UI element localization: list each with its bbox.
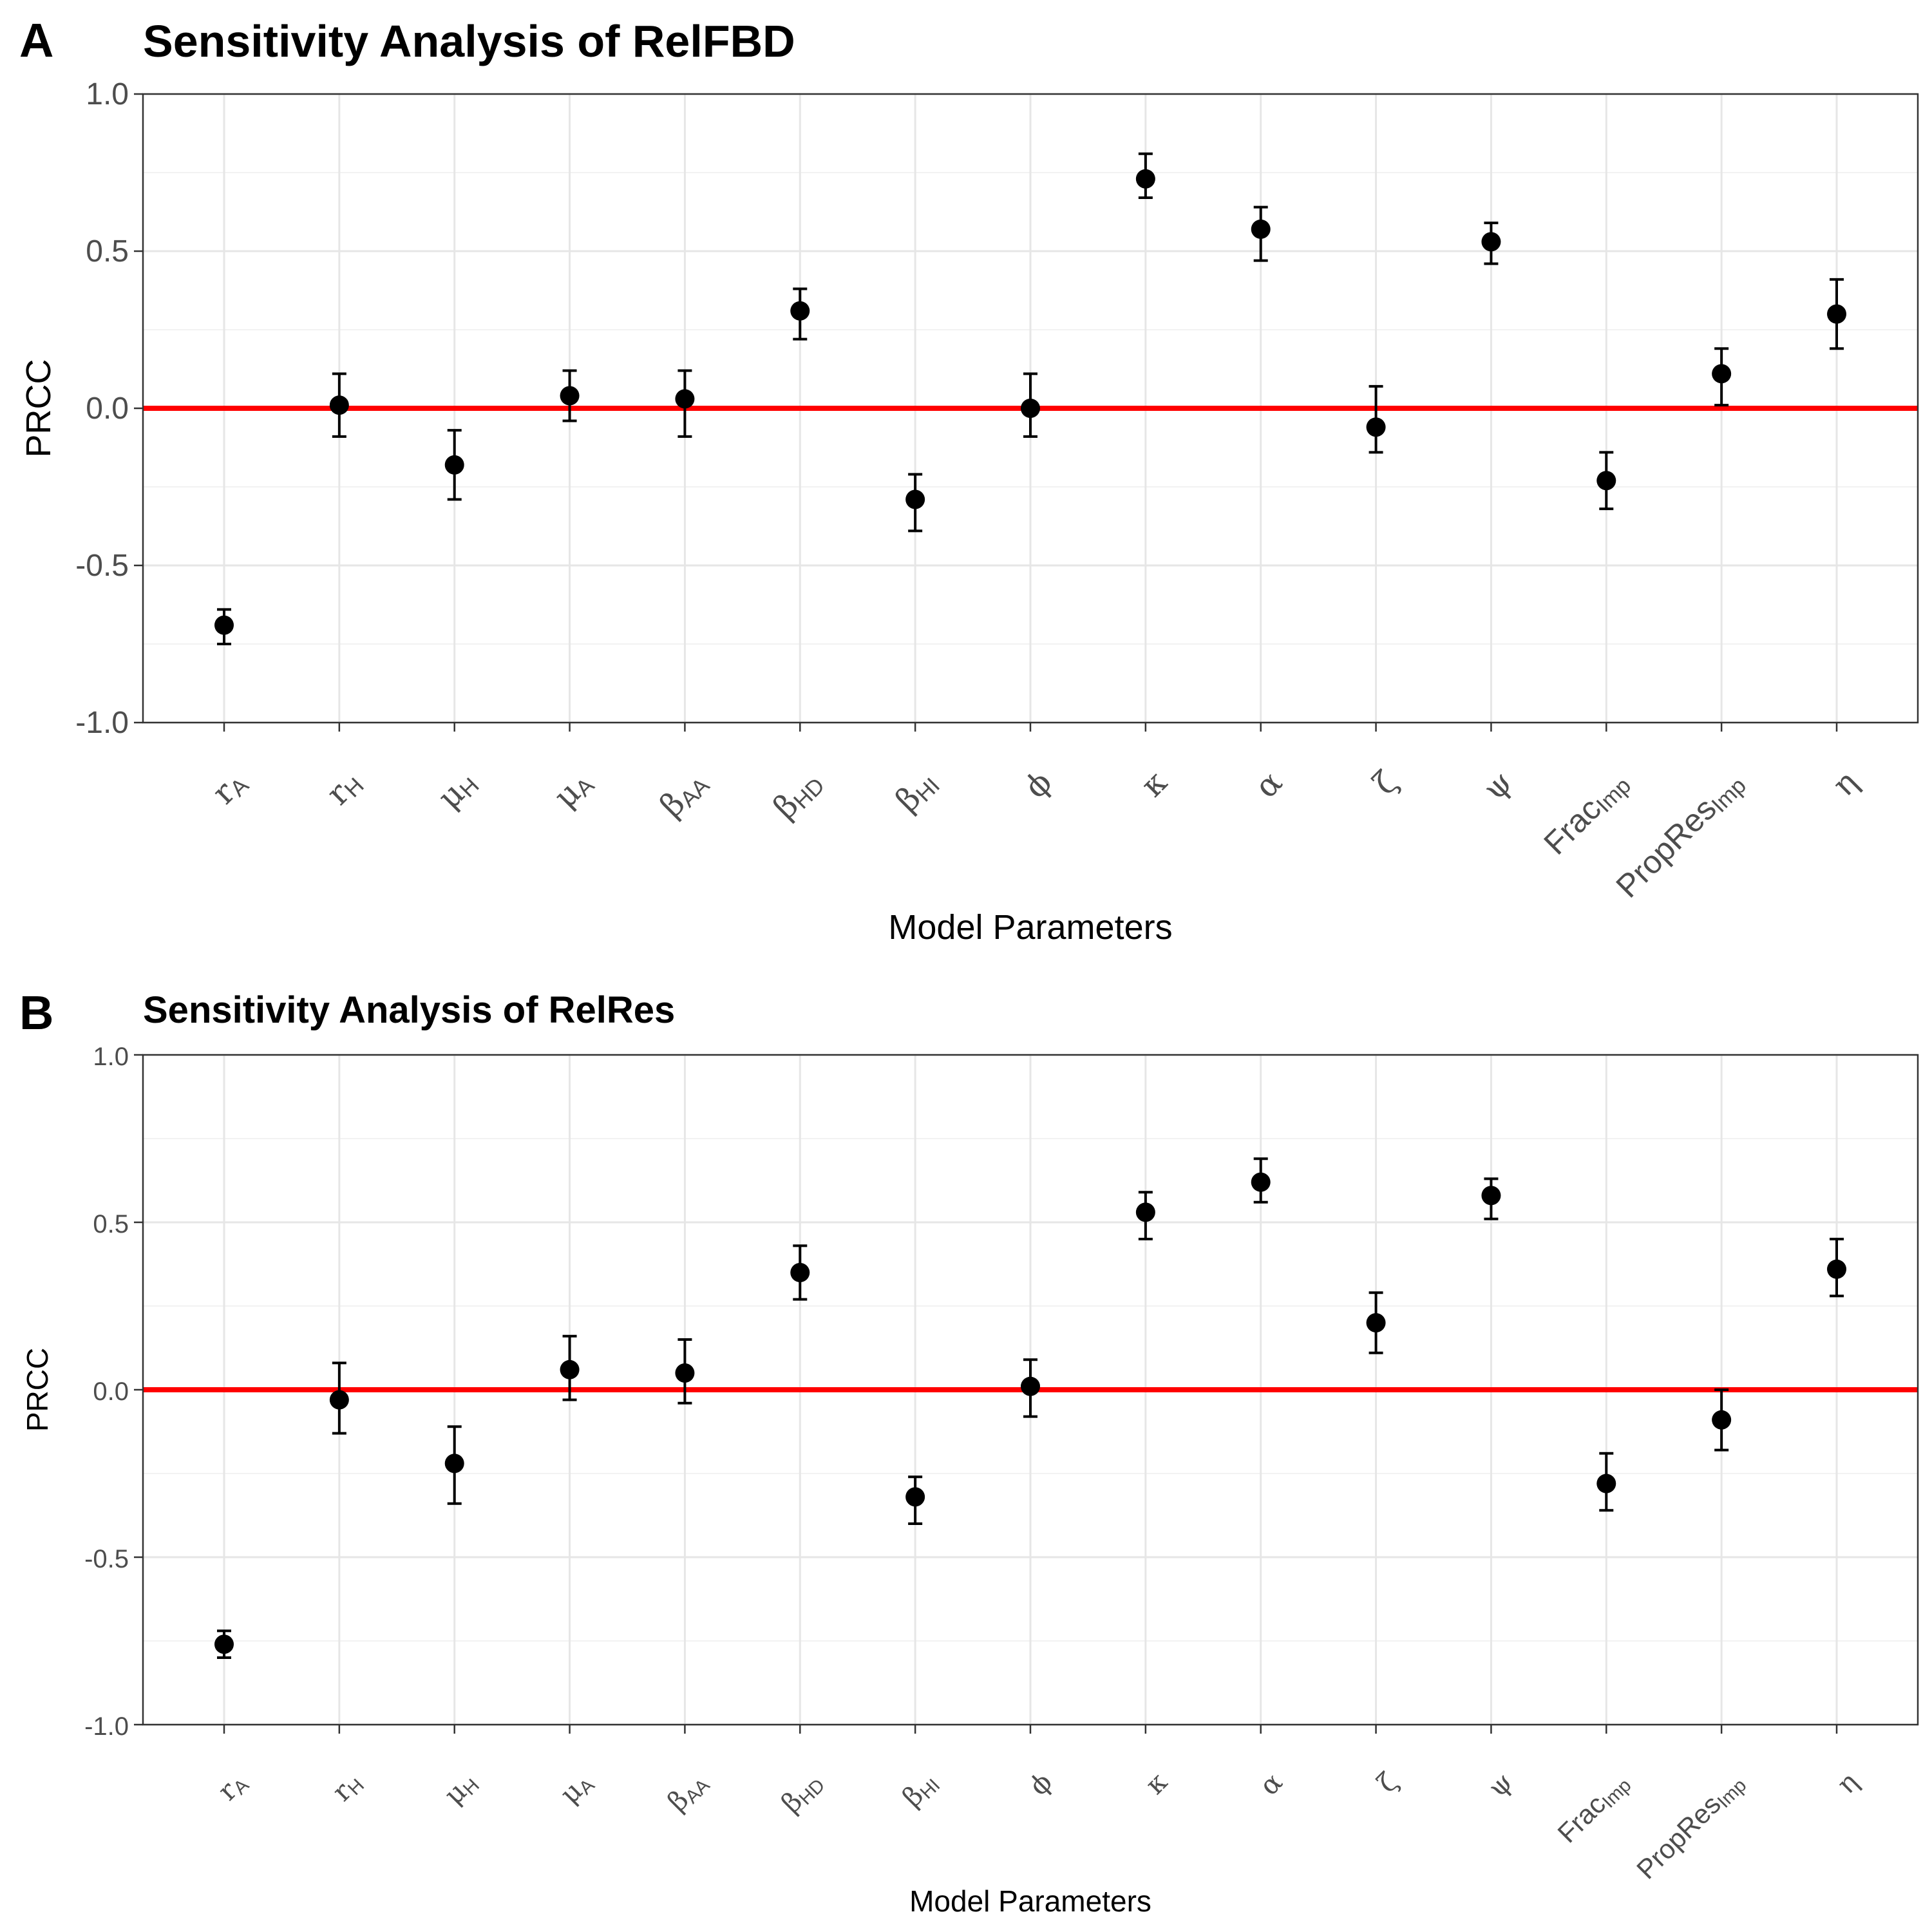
y-tick-label: -1.0	[84, 1712, 129, 1741]
data-point	[1021, 1376, 1040, 1396]
x-tick-label: PropResImp	[1609, 764, 1752, 906]
data-point	[675, 389, 695, 409]
chart-title-a: Sensitivity Analysis of RelFBD	[143, 16, 795, 66]
y-tick-label: 1.0	[86, 77, 129, 111]
x-tick-label-base: α	[1247, 763, 1289, 805]
y-axis-label: PRCC	[21, 1348, 54, 1432]
data-point	[1366, 1313, 1386, 1332]
data-point	[1135, 169, 1155, 189]
x-tick-label: κ	[1133, 763, 1174, 804]
x-tick-label-base: α	[1253, 1766, 1289, 1801]
x-tick-label: α	[1247, 763, 1289, 805]
x-tick-label: α	[1253, 1766, 1289, 1801]
data-point	[1712, 364, 1732, 384]
data-point	[1251, 1172, 1271, 1192]
x-tick-label: βAA	[661, 1766, 714, 1819]
x-tick-label: η	[1831, 1766, 1864, 1799]
x-tick-label-base: PropRes	[1631, 1789, 1727, 1885]
x-tick-label: βAA	[652, 763, 714, 825]
panel-letter-b: B	[19, 986, 53, 1039]
x-tick-label: rH	[326, 1766, 368, 1808]
data-point	[329, 395, 349, 415]
data-point	[790, 301, 810, 321]
y-tick-label: -0.5	[84, 1545, 129, 1573]
data-point	[560, 386, 580, 406]
x-axis-label: Model Parameters	[888, 908, 1172, 947]
x-tick-label-base: ζ	[1366, 763, 1405, 802]
x-tick-label: PropResImp	[1631, 1766, 1750, 1886]
data-point	[214, 1634, 234, 1654]
x-tick-label: μA	[554, 1766, 599, 1811]
x-tick-label: μH	[438, 1766, 484, 1812]
y-tick-label: -1.0	[75, 706, 129, 740]
y-tick-label: 0.0	[86, 392, 129, 426]
x-tick-label: rH	[319, 763, 369, 813]
data-point	[560, 1359, 580, 1379]
x-tick-label-base: κ	[1133, 763, 1174, 804]
x-tick-label: ϕ	[1017, 763, 1059, 805]
x-tick-label: μH	[430, 763, 484, 817]
x-tick-label: rA	[211, 1766, 253, 1808]
data-point	[444, 455, 464, 475]
y-tick-label: 0.5	[86, 234, 129, 269]
data-point	[905, 489, 925, 509]
x-tick-label: βHI	[896, 1766, 945, 1814]
panel-b: B Sensitivity Analysis of RelRes 1.0 0.5 0…	[19, 986, 1919, 1918]
plot-area-b: 1.0 0.5 0.0 -0.5 -1.0 rA rH μH μA βAA βHD βHI ϕ κ α ζ ψF…	[21, 1043, 1919, 1918]
x-tick-label-base: ψ	[1475, 763, 1520, 808]
data-point	[1021, 399, 1040, 418]
x-tick-label: ϕ	[1023, 1766, 1058, 1801]
y-tick-label: -0.5	[75, 549, 129, 583]
x-tick-label: rA	[205, 763, 254, 812]
x-tick-label-base: ϕ	[1023, 1766, 1058, 1801]
x-tick-label-base: κ	[1139, 1766, 1173, 1800]
x-axis-label: Model Parameters	[909, 1884, 1151, 1918]
data-point	[1366, 417, 1386, 437]
data-point	[444, 1454, 464, 1473]
x-tick-label: FracImp	[1551, 1766, 1635, 1850]
x-tick-label: η	[1825, 763, 1865, 803]
x-tick-label: βHD	[766, 763, 830, 827]
data-point	[1251, 219, 1271, 239]
data-point	[214, 615, 234, 635]
panel-a: A Sensitivity Analysis of RelFBD 1.0 0.5 0…	[19, 14, 1919, 947]
y-axis-label: PRCC	[19, 359, 58, 457]
data-point	[1135, 1202, 1155, 1222]
x-tick-label: ζ	[1371, 1766, 1404, 1799]
x-tick-label-base: η	[1825, 763, 1865, 803]
data-point	[1712, 1410, 1732, 1430]
data-point	[329, 1390, 349, 1410]
panel-letter-a: A	[19, 14, 53, 67]
data-point	[905, 1487, 925, 1507]
data-point	[675, 1363, 695, 1383]
x-tick-label: μA	[547, 763, 600, 816]
x-tick-label: ψ	[1475, 763, 1520, 808]
y-tick-label: 0.5	[93, 1210, 129, 1238]
x-tick-label-base: PropRes	[1609, 790, 1723, 904]
chart-title-b: Sensitivity Analysis of RelRes	[143, 989, 675, 1031]
x-tick-label: βHD	[775, 1766, 829, 1820]
x-tick-label: ζ	[1366, 763, 1405, 802]
data-point	[1481, 232, 1501, 252]
x-tick-label: FracImp	[1537, 764, 1636, 863]
data-point	[1596, 1473, 1616, 1493]
y-tick-label: 1.0	[93, 1043, 129, 1071]
data-point	[1481, 1186, 1501, 1206]
data-point	[1596, 471, 1616, 491]
plot-area-a: 1.0 0.5 0.0 -0.5 -1.0 rA rH μH μA βAA βHD βHI ϕ κ α ζ ψF…	[19, 77, 1919, 947]
data-point	[790, 1263, 810, 1282]
x-tick-label-base: ψ	[1482, 1766, 1519, 1803]
x-tick-label: ψ	[1482, 1766, 1519, 1803]
data-point	[1827, 1259, 1846, 1279]
x-tick-label-base: ζ	[1371, 1766, 1404, 1799]
data-point	[1827, 304, 1846, 324]
x-tick-label: βHI	[888, 763, 945, 820]
y-tick-label: 0.0	[93, 1378, 129, 1406]
x-tick-label-base: η	[1831, 1766, 1864, 1799]
x-tick-label-base: ϕ	[1017, 763, 1059, 805]
x-tick-label: κ	[1139, 1766, 1173, 1800]
